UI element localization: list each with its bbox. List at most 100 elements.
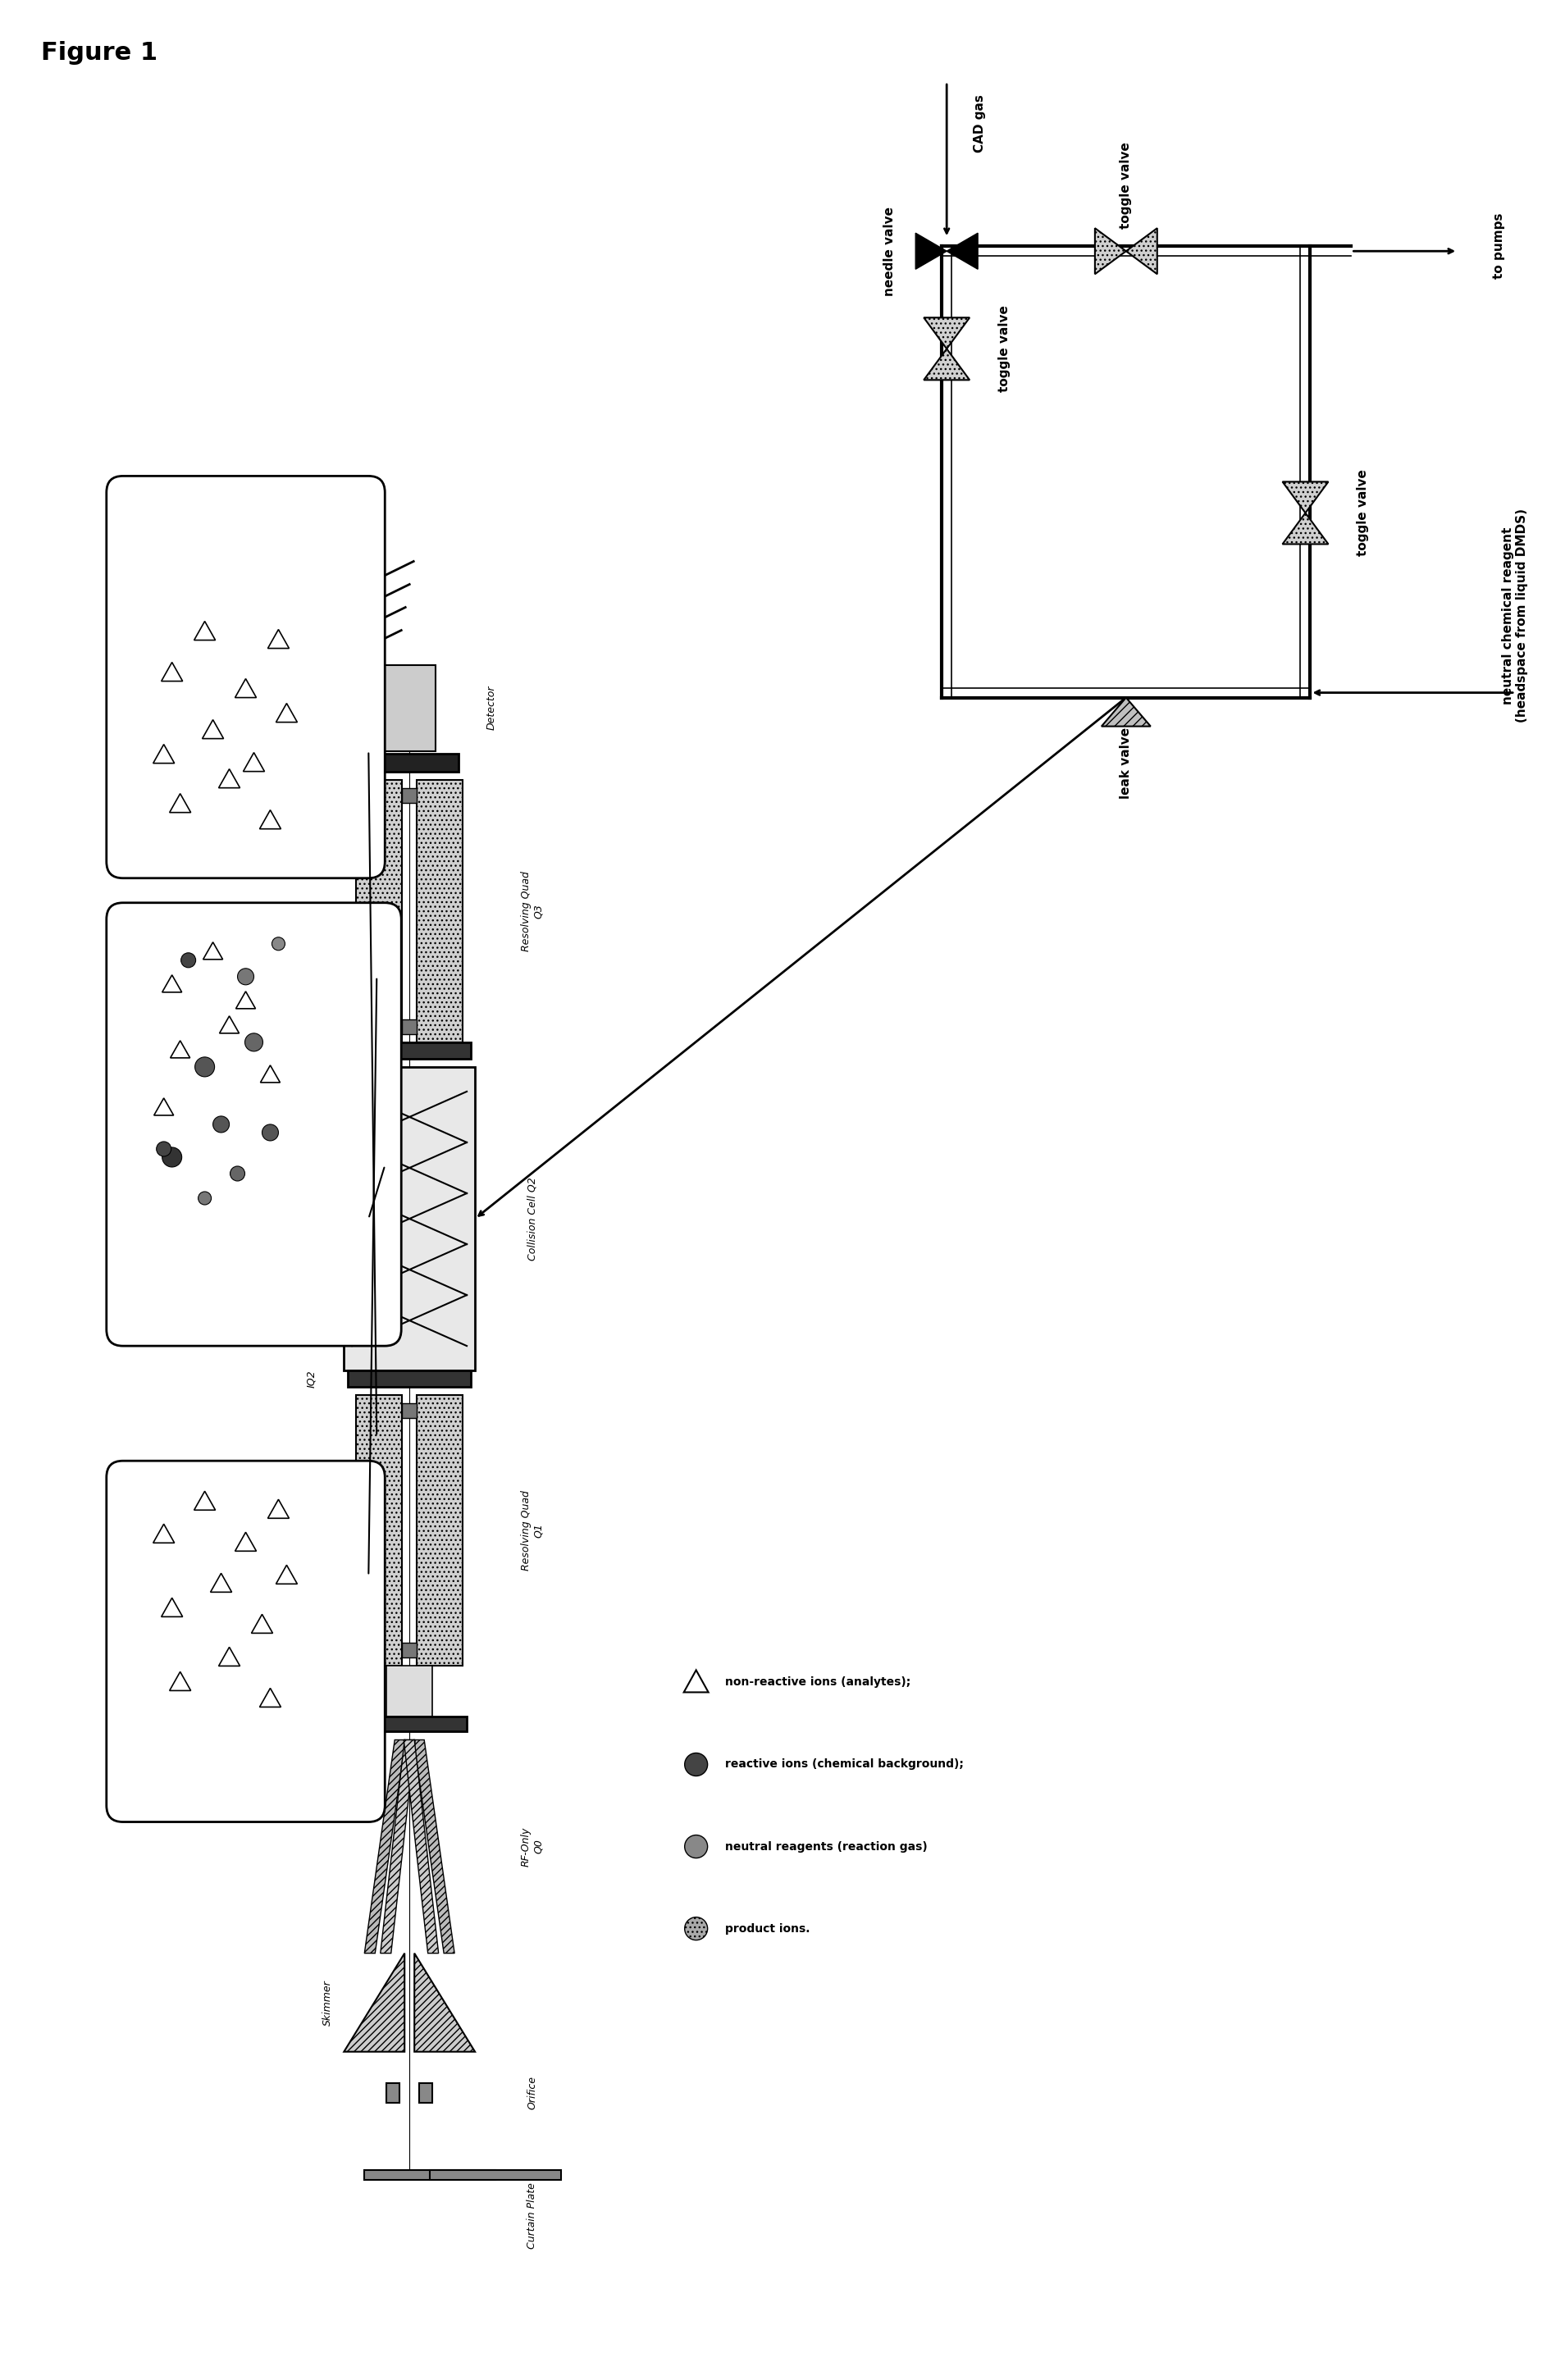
FancyBboxPatch shape	[106, 476, 384, 878]
Polygon shape	[275, 1566, 297, 1585]
Polygon shape	[152, 1523, 174, 1542]
Circle shape	[213, 1116, 229, 1133]
Polygon shape	[170, 1040, 190, 1057]
Text: Collision Cell Q2: Collision Cell Q2	[527, 1178, 538, 1261]
Bar	[401, 788, 417, 802]
Text: IQ2: IQ2	[307, 1371, 316, 1388]
Text: neutral reagents (reaction gas): neutral reagents (reaction gas)	[725, 1840, 927, 1852]
Polygon shape	[152, 745, 174, 764]
Bar	[401, 1642, 417, 1659]
Bar	[429, 2171, 562, 2180]
Text: toggle valve: toggle valve	[1120, 143, 1133, 228]
Bar	[349, 1371, 471, 1388]
Circle shape	[685, 1918, 708, 1940]
Text: product ions.: product ions.	[725, 1923, 809, 1935]
Bar	[386, 1666, 433, 1716]
Polygon shape	[275, 704, 297, 721]
Polygon shape	[162, 976, 182, 992]
Polygon shape	[219, 1647, 240, 1666]
Polygon shape	[1095, 228, 1127, 274]
Text: IQ3: IQ3	[307, 1042, 316, 1059]
Polygon shape	[1102, 697, 1150, 726]
Circle shape	[685, 1835, 708, 1859]
Text: Resolving Quad
Q3: Resolving Quad Q3	[521, 871, 543, 952]
Text: needle valve: needle valve	[884, 207, 896, 295]
Polygon shape	[380, 1740, 415, 1954]
Circle shape	[261, 1123, 279, 1140]
Polygon shape	[1282, 514, 1329, 545]
Polygon shape	[1127, 228, 1158, 274]
Bar	[383, 664, 436, 752]
Polygon shape	[260, 1066, 280, 1083]
Polygon shape	[194, 1492, 215, 1509]
Polygon shape	[946, 233, 977, 269]
Text: toggle valve: toggle valve	[1357, 469, 1369, 557]
FancyBboxPatch shape	[106, 902, 401, 1347]
Bar	[401, 1404, 417, 1418]
Bar	[417, 781, 462, 1042]
Polygon shape	[170, 1671, 191, 1690]
Text: leak valve: leak valve	[1120, 728, 1133, 800]
Polygon shape	[268, 1499, 289, 1518]
Text: reactive ions (chemical background);: reactive ions (chemical background);	[725, 1759, 963, 1771]
Bar	[356, 1395, 401, 1666]
Polygon shape	[170, 793, 191, 812]
Bar	[352, 1716, 467, 1733]
Polygon shape	[235, 1533, 257, 1552]
Polygon shape	[260, 1687, 282, 1706]
Bar	[364, 2171, 495, 2180]
Polygon shape	[219, 1016, 240, 1033]
Polygon shape	[924, 317, 969, 350]
Text: Figure 1: Figure 1	[40, 40, 157, 64]
Polygon shape	[219, 769, 240, 788]
Bar	[344, 1066, 475, 1371]
FancyBboxPatch shape	[106, 1461, 384, 1823]
Text: neutral chemical reagent
(headspace from liquid DMDS): neutral chemical reagent (headspace from…	[1502, 509, 1528, 724]
Polygon shape	[204, 942, 223, 959]
Bar	[361, 754, 459, 771]
Polygon shape	[683, 1671, 708, 1692]
Polygon shape	[210, 1573, 232, 1592]
Circle shape	[194, 1057, 215, 1076]
Text: Detector: Detector	[485, 685, 496, 731]
Text: non-reactive ions (analytes);: non-reactive ions (analytes);	[725, 1676, 910, 1687]
Polygon shape	[235, 678, 257, 697]
Text: CAD gas: CAD gas	[974, 95, 985, 152]
Polygon shape	[1282, 481, 1329, 514]
Polygon shape	[260, 809, 282, 828]
Polygon shape	[403, 1740, 439, 1954]
Polygon shape	[237, 992, 255, 1009]
Circle shape	[238, 969, 254, 985]
Bar	[401, 1019, 417, 1033]
Circle shape	[244, 1033, 263, 1052]
Polygon shape	[924, 350, 969, 381]
Bar	[356, 781, 401, 1042]
Circle shape	[162, 1147, 182, 1166]
Circle shape	[180, 952, 196, 969]
Text: RF Stub: RF Stub	[316, 1673, 324, 1709]
Polygon shape	[154, 1097, 174, 1116]
Bar	[417, 1395, 462, 1666]
Polygon shape	[268, 628, 289, 647]
Circle shape	[157, 1142, 171, 1157]
Text: RF-Only
Q0: RF-Only Q0	[521, 1828, 543, 1866]
Text: Resolving Quad
Q1: Resolving Quad Q1	[521, 1490, 543, 1571]
Text: Skimmer: Skimmer	[322, 1980, 333, 2025]
Polygon shape	[194, 621, 215, 640]
Polygon shape	[364, 1740, 406, 1954]
Text: toggle valve: toggle valve	[997, 305, 1010, 393]
Text: to pumps: to pumps	[1492, 214, 1505, 278]
Circle shape	[230, 1166, 244, 1180]
Bar	[386, 2082, 400, 2102]
Polygon shape	[414, 1740, 454, 1954]
Polygon shape	[414, 1954, 475, 2052]
Polygon shape	[202, 719, 224, 738]
Polygon shape	[162, 662, 182, 681]
Polygon shape	[243, 752, 265, 771]
Polygon shape	[162, 1597, 182, 1616]
Circle shape	[272, 938, 285, 950]
Text: EXIT: EXIT	[314, 752, 325, 774]
Polygon shape	[252, 1614, 272, 1633]
Polygon shape	[344, 1954, 405, 2052]
Circle shape	[685, 1754, 708, 1775]
